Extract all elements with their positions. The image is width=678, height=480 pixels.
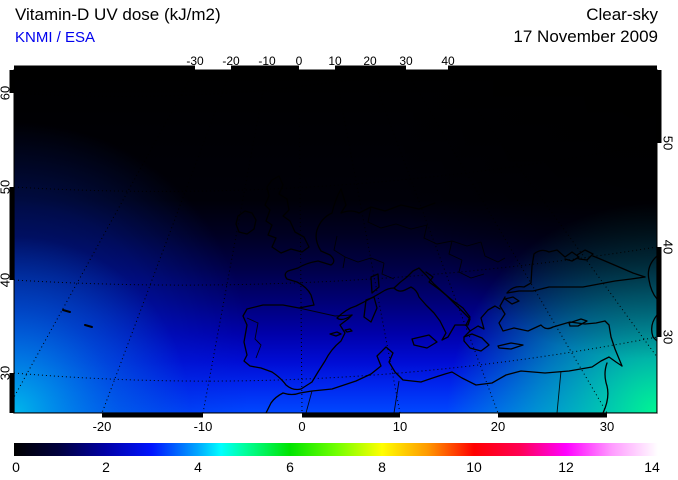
data-source-label: KNMI / ESA xyxy=(15,29,96,46)
tick-label: 0 xyxy=(298,419,306,434)
tick-label: 30 xyxy=(660,329,676,345)
tick-label: 20 xyxy=(363,54,377,68)
tick-label: 40 xyxy=(441,54,455,68)
tick-label: -20 xyxy=(222,54,240,68)
tick-label: 0 xyxy=(12,459,20,475)
map-frame-neatline xyxy=(9,65,662,418)
tick-label: -10 xyxy=(258,54,276,68)
country-borders xyxy=(246,206,562,413)
tick-label: 60 xyxy=(0,85,13,101)
map-date-label: 17 November 2009 xyxy=(513,27,658,46)
tick-label: -20 xyxy=(92,419,112,434)
tick-label: 40 xyxy=(660,239,676,255)
tick-label: 20 xyxy=(490,419,506,434)
sky-condition-label: Clear-sky xyxy=(586,5,658,24)
tick-label: 50 xyxy=(660,135,676,151)
tick-label: 0 xyxy=(295,54,303,68)
coastlines xyxy=(62,175,657,413)
tick-label: 12 xyxy=(558,459,574,475)
tick-label: 6 xyxy=(286,459,294,475)
tick-label: 2 xyxy=(102,459,110,475)
tick-label: -10 xyxy=(193,419,213,434)
tick-label: 40 xyxy=(0,272,13,288)
tick-label: 10 xyxy=(466,459,482,475)
tick-label: 50 xyxy=(0,179,13,195)
tick-label: -30 xyxy=(186,54,204,68)
tick-label: 4 xyxy=(194,459,202,475)
page-title: Vitamin-D UV dose (kJ/m2) xyxy=(15,5,221,24)
tick-label: 30 xyxy=(599,419,615,434)
tick-label: 8 xyxy=(378,459,386,475)
colorbar-gradient xyxy=(14,443,658,456)
tick-label: 30 xyxy=(399,54,413,68)
tick-label: 10 xyxy=(328,54,342,68)
tick-label: 30 xyxy=(0,365,13,381)
tick-label: 10 xyxy=(392,419,408,434)
graticule-grid xyxy=(14,70,657,413)
tick-label: 14 xyxy=(644,459,660,475)
